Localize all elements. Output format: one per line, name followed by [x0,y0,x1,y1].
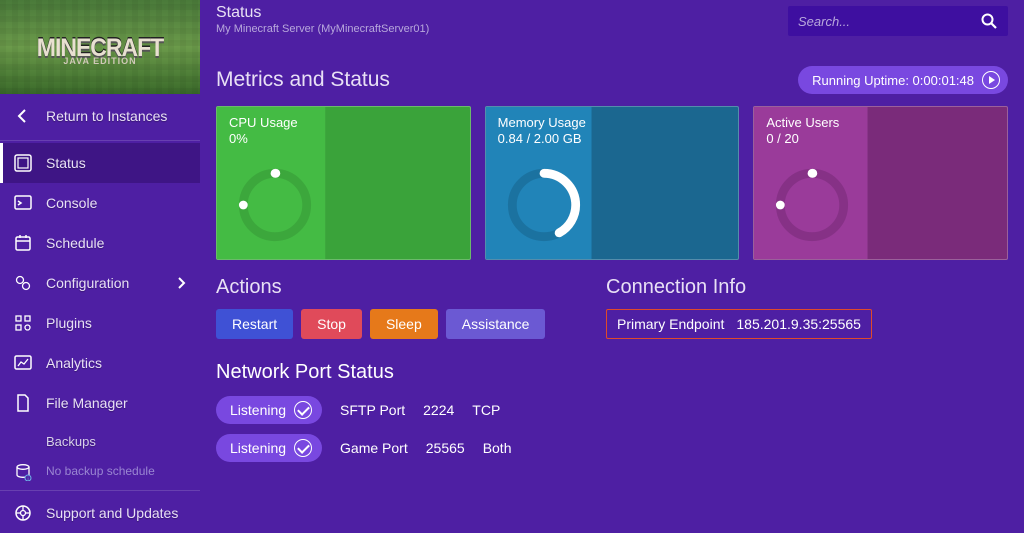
connection-value: 185.201.9.35:25565 [736,316,861,332]
metric-users: Active Users 0 / 20 [753,106,1008,260]
metric-title: Active Users [766,115,995,130]
port-number: 25565 [426,440,465,456]
page-title: Status [216,4,788,22]
console-icon [14,194,32,212]
nav-item-file-manager[interactable]: File Manager [0,383,200,423]
metrics-header: Metrics and Status Running Uptime: 0:00:… [216,66,1008,94]
play-icon [982,71,1000,89]
nav-divider [0,140,200,141]
nav-divider [0,490,200,491]
nav-item-plugins[interactable]: Plugins [0,303,200,343]
back-icon [14,107,32,125]
analytics-icon [14,354,32,372]
metric-title: Memory Usage [498,115,727,130]
metrics-title: Metrics and Status [216,68,390,92]
search-icon [980,12,998,30]
database-icon: i [14,463,32,481]
search-input[interactable] [798,14,980,29]
nav-label: Schedule [46,235,104,251]
listening-badge: Listening [216,434,322,462]
listening-badge: Listening [216,396,322,424]
mid-row: Actions Restart Stop Sleep Assistance Co… [216,276,1008,339]
nav-label: Analytics [46,355,102,371]
nav-label: Configuration [46,275,129,291]
metric-value: 0 / 20 [766,131,995,146]
plugins-icon [14,314,32,332]
nav-item-configuration[interactable]: Configuration [0,263,200,303]
dashboard-icon [14,154,32,172]
port-row: Listening Game Port 25565 Both [216,434,1008,462]
page-titles: Status My Minecraft Server (MyMinecraftS… [216,4,788,35]
sidebar: MINECRAFT JAVA EDITION Return to Instanc… [0,0,200,533]
nav-label: Status [46,155,86,171]
stop-button[interactable]: Stop [301,309,362,339]
restart-button[interactable]: Restart [216,309,293,339]
usr-gauge [768,161,856,249]
check-icon [294,439,312,457]
check-icon [294,401,312,419]
nav-item-analytics[interactable]: Analytics [0,343,200,383]
connection-box: Primary Endpoint 185.201.9.35:25565 [606,309,872,339]
port-row: Listening SFTP Port 2224 TCP [216,396,1008,424]
chevron-right-icon [176,276,186,290]
nav-label: Backups [46,434,96,449]
connection-title: Connection Info [606,276,1008,299]
connection-label: Primary Endpoint [617,316,724,332]
nav: Return to Instances Status Console Sched… [0,94,200,533]
nav-return[interactable]: Return to Instances [0,96,200,136]
metric-memory: Memory Usage 0.84 / 2.00 GB [485,106,740,260]
logo-sub: JAVA EDITION [63,56,136,66]
nav-item-status[interactable]: Status [0,143,200,183]
assistance-button[interactable]: Assistance [446,309,546,339]
port-proto: TCP [472,402,500,418]
metric-value: 0% [229,131,458,146]
topbar: Status My Minecraft Server (MyMinecraftS… [216,0,1008,36]
mem-gauge [500,161,588,249]
file-icon [14,394,32,412]
nav-label: Plugins [46,315,92,331]
metrics-row: CPU Usage 0% Memory Usage 0.84 / 2.00 GB [216,106,1008,260]
main: Status My Minecraft Server (MyMinecraftS… [200,0,1024,533]
port-name: Game Port [340,440,408,456]
page-subtitle: My Minecraft Server (MyMinecraftServer01… [216,23,788,35]
nav-label: Console [46,195,97,211]
sleep-button[interactable]: Sleep [370,309,438,339]
metric-cpu: CPU Usage 0% [216,106,471,260]
network-title: Network Port Status [216,361,1008,384]
metric-value: 0.84 / 2.00 GB [498,131,727,146]
badge-label: Listening [230,440,286,456]
metric-title: CPU Usage [229,115,458,130]
nav-return-label: Return to Instances [46,108,167,124]
support-icon [14,504,32,522]
cpu-gauge [231,161,319,249]
search-box[interactable] [788,6,1008,36]
nav-item-schedule[interactable]: Schedule [0,223,200,263]
nav-item-console[interactable]: Console [0,183,200,223]
nav-label: Support and Updates [46,505,178,521]
nav-item-support[interactable]: Support and Updates [0,493,200,533]
port-name: SFTP Port [340,402,405,418]
port-proto: Both [483,440,512,456]
calendar-icon [14,234,32,252]
actions-title: Actions [216,276,546,299]
uptime-badge[interactable]: Running Uptime: 0:00:01:48 [798,66,1008,94]
gears-icon [14,274,32,292]
uptime-label: Running Uptime: 0:00:01:48 [812,73,974,88]
actions: Restart Stop Sleep Assistance [216,309,546,339]
nav-label: File Manager [46,395,128,411]
logo: MINECRAFT JAVA EDITION [0,0,200,94]
svg-text:i: i [27,477,28,482]
badge-label: Listening [230,402,286,418]
nav-item-backups[interactable]: Backups [0,423,200,460]
port-number: 2224 [423,402,454,418]
